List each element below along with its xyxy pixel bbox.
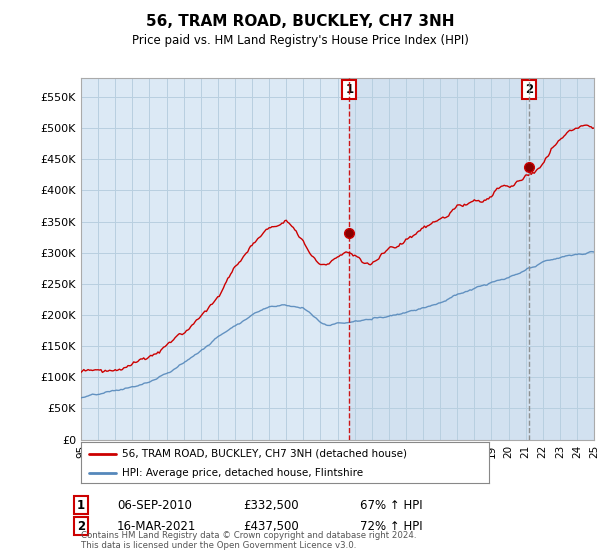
Text: £332,500: £332,500	[243, 498, 299, 512]
Text: 2: 2	[77, 520, 85, 533]
Text: 56, TRAM ROAD, BUCKLEY, CH7 3NH (detached house): 56, TRAM ROAD, BUCKLEY, CH7 3NH (detache…	[122, 449, 407, 459]
Text: 06-SEP-2010: 06-SEP-2010	[117, 498, 192, 512]
Text: 1: 1	[77, 498, 85, 512]
Text: Price paid vs. HM Land Registry's House Price Index (HPI): Price paid vs. HM Land Registry's House …	[131, 34, 469, 46]
Text: 67% ↑ HPI: 67% ↑ HPI	[360, 498, 422, 512]
Text: Contains HM Land Registry data © Crown copyright and database right 2024.
This d: Contains HM Land Registry data © Crown c…	[81, 530, 416, 550]
Text: 72% ↑ HPI: 72% ↑ HPI	[360, 520, 422, 533]
Bar	[349, 78, 594, 440]
Text: HPI: Average price, detached house, Flintshire: HPI: Average price, detached house, Flin…	[122, 468, 363, 478]
Text: 16-MAR-2021: 16-MAR-2021	[117, 520, 196, 533]
Text: 1: 1	[346, 83, 353, 96]
Text: £437,500: £437,500	[243, 520, 299, 533]
Text: 2: 2	[525, 83, 533, 96]
Text: 56, TRAM ROAD, BUCKLEY, CH7 3NH: 56, TRAM ROAD, BUCKLEY, CH7 3NH	[146, 14, 454, 29]
